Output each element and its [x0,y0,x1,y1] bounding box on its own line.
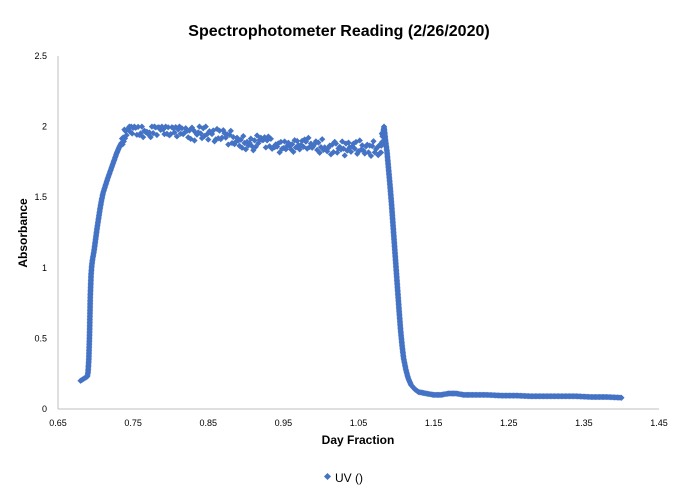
data-point [137,130,144,137]
x-tick-label: 1.15 [425,418,443,428]
chart-title: Spectrophotometer Reading (2/26/2020) [188,23,489,40]
data-point [135,123,142,130]
data-point [251,137,258,144]
data-point [330,149,337,156]
x-axis-title: Day Fraction [322,433,395,447]
data-point [367,152,375,160]
x-tick-label: 1.45 [650,418,668,428]
y-tick-label: 1 [42,263,47,273]
x-tick-label: 0.75 [124,418,142,428]
data-points [77,123,625,401]
x-tick-label: 1.35 [575,418,593,428]
data-point [178,125,186,132]
data-point [165,124,172,131]
legend-marker-icon [323,472,332,481]
x-tick-label: 0.85 [199,418,217,428]
y-tick-label: 2 [42,122,47,132]
data-point [227,127,234,135]
x-tick-labels: 0.65 0.75 0.85 0.95 1.05 1.15 1.25 1.35 1.45 [49,418,668,428]
x-tick-label: 0.95 [275,418,293,428]
data-point [240,133,247,140]
y-axis-title: Absorbance [16,198,30,268]
legend: UV () [323,471,363,485]
x-tick-label: 1.05 [350,418,368,428]
data-point [369,142,376,150]
data-point [370,138,377,145]
data-point [305,134,312,142]
data-point [218,134,226,141]
data-point [202,123,209,130]
data-point [140,134,147,141]
y-tick-label: 2.5 [34,51,47,61]
y-tick-label: 0 [42,404,47,414]
data-point [171,129,178,136]
data-point [191,137,198,144]
x-tick-label: 0.65 [49,418,67,428]
data-point [138,123,146,130]
legend-label: UV () [335,471,363,485]
y-tick-labels: 0 0.5 1 1.5 2 2.5 [34,51,47,414]
y-tick-label: 1.5 [34,192,47,202]
y-tick-label: 0.5 [34,333,47,343]
data-point [153,131,161,139]
data-point [277,138,284,146]
x-tick-label: 1.25 [500,418,518,428]
